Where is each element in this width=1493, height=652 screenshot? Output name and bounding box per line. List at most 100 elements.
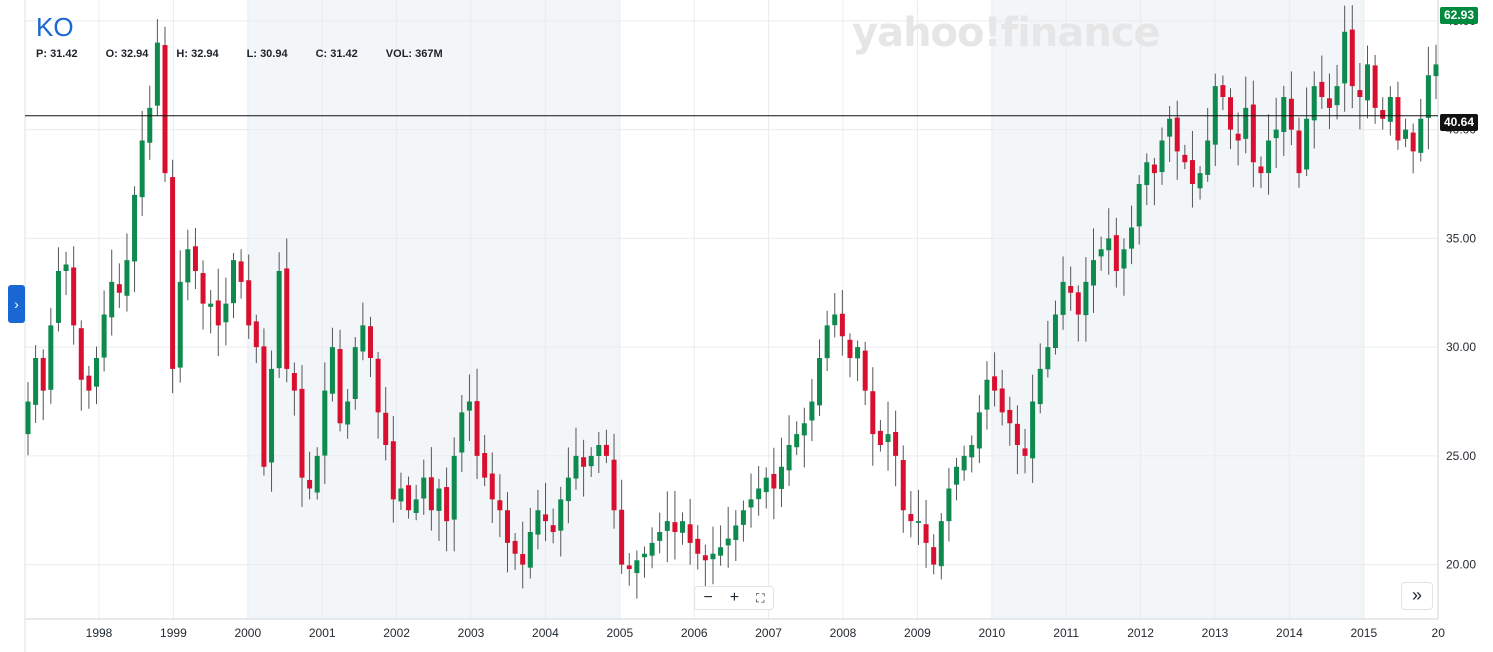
zoom-out-button[interactable]: −	[703, 589, 713, 606]
candle-body	[474, 401, 480, 456]
candle-body	[718, 547, 724, 556]
candle-body	[756, 488, 762, 500]
candle-body	[48, 325, 54, 390]
scroll-to-end-button[interactable]: »	[1401, 582, 1433, 610]
candle-body	[893, 431, 899, 456]
candle-body	[1052, 314, 1058, 349]
candle-body	[360, 325, 366, 352]
candle-body	[710, 553, 716, 560]
candle-body	[527, 532, 533, 568]
candle-body	[322, 390, 328, 456]
candle-body	[786, 445, 792, 471]
candle-body	[847, 339, 853, 358]
candle-body	[132, 194, 138, 262]
ohlc-item: VOL: 367M	[386, 48, 443, 60]
candle-body	[489, 473, 495, 500]
candle-body	[664, 521, 670, 531]
ohlc-item: C: 31.42	[316, 48, 358, 60]
candle-body	[93, 358, 99, 387]
candle-body	[337, 349, 343, 424]
candle-body	[345, 401, 351, 425]
candle-body	[1380, 110, 1386, 119]
y-tick-label: 20.00	[1446, 558, 1476, 572]
candle-body	[1030, 401, 1036, 459]
candle-body	[1060, 281, 1066, 315]
ticker-symbol[interactable]: KO	[36, 12, 74, 42]
ohlc-label: P:	[36, 48, 51, 60]
zoom-controls: − + ⛶	[694, 586, 774, 610]
candle-body	[946, 488, 952, 522]
candle-body	[299, 388, 305, 478]
candle-body	[619, 509, 625, 565]
candle-body	[71, 267, 77, 326]
fullscreen-icon[interactable]: ⛶	[756, 590, 765, 605]
candle-body	[421, 477, 427, 499]
candle-body	[276, 271, 282, 369]
y-tick-label: 35.00	[1446, 231, 1476, 245]
candle-body	[1365, 64, 1371, 101]
candle-body	[999, 388, 1005, 413]
candle-body	[1205, 140, 1211, 175]
x-tick-label: 2007	[755, 626, 782, 640]
candle-body	[1235, 133, 1241, 141]
candle-body	[124, 260, 130, 296]
candle-body	[1129, 227, 1135, 249]
candle-body	[1197, 173, 1203, 189]
y-tick-label: 25.00	[1446, 449, 1476, 463]
candle-body	[855, 347, 861, 359]
candle-body	[992, 376, 998, 391]
x-tick-label: 2014	[1276, 626, 1303, 640]
side-panel-toggle[interactable]: ›	[8, 285, 25, 323]
candle-body	[573, 455, 579, 479]
x-tick-label: 2001	[309, 626, 336, 640]
candle-body	[1159, 140, 1165, 173]
x-tick-label: 2004	[532, 626, 559, 640]
candle-body	[695, 538, 701, 554]
candle-body	[1250, 104, 1256, 163]
candle-body	[687, 524, 693, 543]
year-bands	[247, 0, 1364, 619]
x-tick-label: 2012	[1127, 626, 1154, 640]
candle-body	[1326, 98, 1332, 108]
candle-body	[1342, 31, 1348, 84]
candle-body	[215, 300, 221, 326]
candle-body	[1387, 97, 1393, 122]
candle-body	[771, 473, 777, 489]
x-tick-label: 1999	[160, 626, 187, 640]
candle-body	[611, 459, 617, 511]
candle-body	[1349, 29, 1355, 87]
candle-body	[1182, 154, 1188, 163]
ohlc-label: C:	[315, 48, 331, 60]
candle-body	[512, 540, 518, 554]
x-tick-label: 20	[1432, 626, 1446, 640]
ohlc-label: H:	[176, 48, 192, 60]
candle-body	[1273, 129, 1279, 139]
candle-body	[976, 412, 982, 449]
ohlc-readout: P: 31.42 O: 32.94 H: 32.94 L: 30.94 C: 31.42…	[36, 48, 471, 60]
candle-body	[1121, 249, 1127, 269]
zoom-in-button[interactable]: +	[729, 589, 740, 606]
candle-body	[1045, 347, 1051, 370]
candle-body	[938, 521, 944, 567]
candle-body	[954, 466, 960, 485]
ohlc-label: L:	[246, 48, 261, 60]
candle-body	[1189, 160, 1195, 184]
candle-body	[1372, 65, 1378, 108]
candle-body	[1433, 64, 1439, 77]
candle-body	[1151, 164, 1157, 174]
candle-body	[291, 373, 297, 391]
candle-body	[451, 455, 457, 520]
candle-body	[307, 479, 313, 489]
candle-body	[25, 401, 31, 435]
candle-body	[1228, 97, 1234, 130]
ohlc-item: H: 32.94	[176, 48, 218, 60]
candle-body	[40, 357, 46, 391]
candle-body	[809, 401, 815, 421]
ohlc-value: 367M	[415, 48, 443, 60]
candle-body	[1075, 292, 1081, 315]
candle-body	[1144, 162, 1150, 186]
candle-body	[162, 45, 168, 174]
candle-body	[520, 554, 526, 565]
